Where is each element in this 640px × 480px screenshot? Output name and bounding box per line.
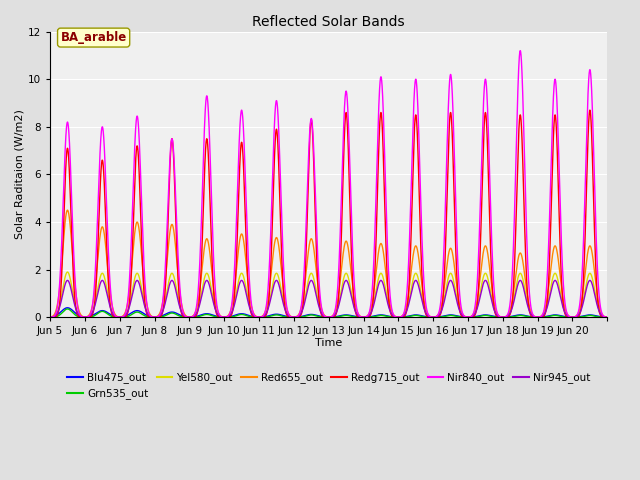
Redg715_out xyxy=(74,313,82,319)
Y-axis label: Solar Raditaion (W/m2): Solar Raditaion (W/m2) xyxy=(15,109,25,240)
Nir945_out xyxy=(248,311,256,316)
Blu475_out xyxy=(248,313,256,319)
Nir945_out xyxy=(401,312,408,318)
Nir840_out xyxy=(604,314,611,320)
Nir945_out xyxy=(376,278,384,284)
Red655_out xyxy=(460,312,467,318)
Blu475_out xyxy=(63,305,71,311)
Grn535_out xyxy=(489,314,497,320)
Nir945_out xyxy=(460,313,467,319)
Red655_out xyxy=(74,305,82,311)
Yel580_out xyxy=(376,271,384,277)
Blu475_out xyxy=(604,314,611,320)
Line: Grn535_out: Grn535_out xyxy=(50,309,607,317)
Yel580_out xyxy=(46,314,54,320)
Red655_out xyxy=(376,242,384,248)
Yel580_out xyxy=(604,314,611,320)
Redg715_out xyxy=(586,107,594,113)
Nir840_out xyxy=(46,314,54,320)
Line: Nir840_out: Nir840_out xyxy=(50,50,607,317)
Blu475_out xyxy=(460,314,467,320)
Nir840_out xyxy=(489,267,497,273)
Line: Yel580_out: Yel580_out xyxy=(50,272,607,317)
Red655_out xyxy=(63,207,71,213)
Line: Nir945_out: Nir945_out xyxy=(50,280,607,317)
Nir945_out xyxy=(489,303,497,309)
Yel580_out xyxy=(460,313,467,319)
Nir945_out xyxy=(74,311,82,317)
Nir840_out xyxy=(74,307,82,312)
Redg715_out xyxy=(604,314,611,320)
Red655_out xyxy=(604,314,611,320)
Grn535_out xyxy=(401,314,408,320)
Nir945_out xyxy=(63,277,71,283)
Line: Red655_out: Red655_out xyxy=(50,210,607,317)
Yel580_out xyxy=(248,310,256,315)
Blu475_out xyxy=(401,314,408,320)
Red655_out xyxy=(248,305,256,311)
Yel580_out xyxy=(74,310,82,316)
Nir840_out xyxy=(460,312,467,318)
Redg715_out xyxy=(460,314,467,320)
Line: Blu475_out: Blu475_out xyxy=(50,308,607,317)
Red655_out xyxy=(401,310,408,316)
Title: Reflected Solar Bands: Reflected Solar Bands xyxy=(252,15,405,29)
Red655_out xyxy=(46,314,54,320)
Nir840_out xyxy=(516,48,524,53)
Red655_out xyxy=(489,293,497,299)
Legend: Blu475_out, Grn535_out, Yel580_out, Red655_out, Redg715_out, Nir840_out, Nir945_: Blu475_out, Grn535_out, Yel580_out, Red6… xyxy=(63,368,595,404)
Redg715_out xyxy=(400,313,408,319)
Blu475_out xyxy=(489,313,497,319)
Grn535_out xyxy=(376,312,384,318)
Grn535_out xyxy=(460,314,467,320)
Grn535_out xyxy=(63,306,71,312)
Nir945_out xyxy=(46,314,54,320)
Blu475_out xyxy=(376,312,384,318)
Yel580_out xyxy=(489,301,497,307)
Yel580_out xyxy=(63,269,71,275)
Grn535_out xyxy=(248,314,256,320)
Nir840_out xyxy=(376,83,383,88)
Yel580_out xyxy=(401,312,408,318)
Redg715_out xyxy=(248,312,255,318)
Text: BA_arable: BA_arable xyxy=(61,31,127,44)
Redg715_out xyxy=(46,314,54,320)
Nir840_out xyxy=(400,310,408,315)
Redg715_out xyxy=(376,120,383,126)
Grn535_out xyxy=(74,313,82,319)
Nir945_out xyxy=(604,314,611,320)
Line: Redg715_out: Redg715_out xyxy=(50,110,607,317)
Grn535_out xyxy=(604,314,611,320)
Redg715_out xyxy=(489,294,497,300)
Nir840_out xyxy=(248,304,255,310)
Grn535_out xyxy=(46,314,54,320)
Blu475_out xyxy=(74,312,82,318)
Blu475_out xyxy=(46,314,54,320)
X-axis label: Time: Time xyxy=(315,338,342,348)
